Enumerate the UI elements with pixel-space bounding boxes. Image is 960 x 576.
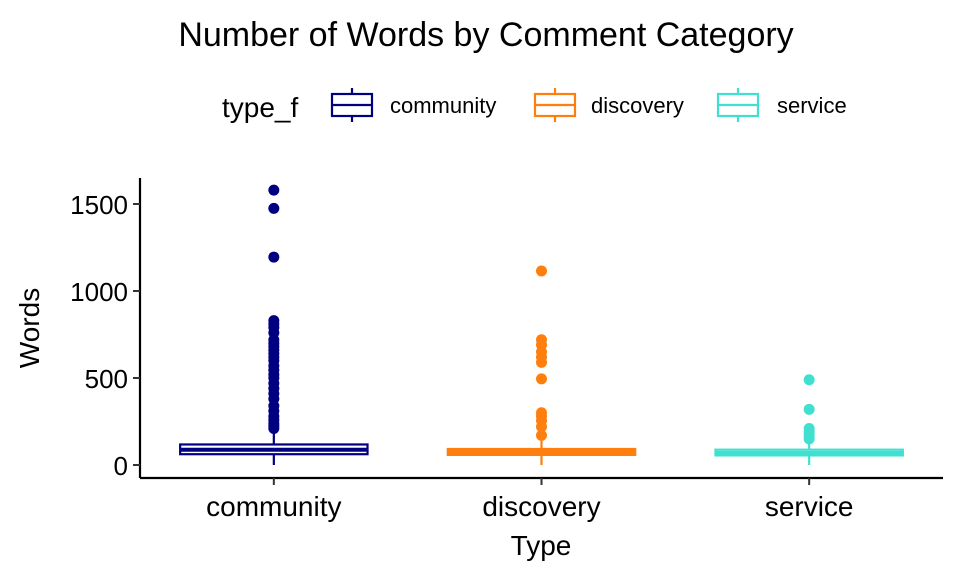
outlier-point [536,265,547,277]
legend-key-community [330,88,374,122]
box-discovery [446,265,637,465]
outlier-point [268,202,280,214]
outlier-point [803,422,815,434]
outlier-point [268,251,280,263]
outlier-point [536,407,547,419]
outlier-point [803,374,815,386]
legend-label: discovery [591,93,684,118]
plot-area: 0 500 1000 1500 community discovery service [70,178,943,522]
outlier-point [268,184,280,196]
y-tick-label: 1500 [70,190,128,220]
box-service [714,374,904,465]
legend-label: community [390,93,496,118]
x-tick-label: community [206,491,341,522]
y-tick-label: 0 [114,451,128,481]
outlier-point [536,373,547,385]
legend: type_f community discovery service [222,88,847,123]
outlier-point [268,315,280,327]
legend-title: type_f [222,92,298,123]
y-tick-label: 1000 [70,277,128,307]
y-tick-label: 500 [85,364,128,394]
outlier-point [803,403,815,415]
chart-title: Number of Words by Comment Category [178,16,793,54]
legend-key-discovery [533,88,577,122]
box-community [179,184,369,465]
outlier-point [536,334,547,346]
x-tick-label: service [765,491,854,522]
outlier-point [536,429,547,441]
y-axis-label: Words [14,288,45,368]
x-tick-label: discovery [482,491,600,522]
x-axis-label: Type [511,530,572,561]
legend-label: service [777,93,847,118]
legend-key-service [716,88,760,122]
